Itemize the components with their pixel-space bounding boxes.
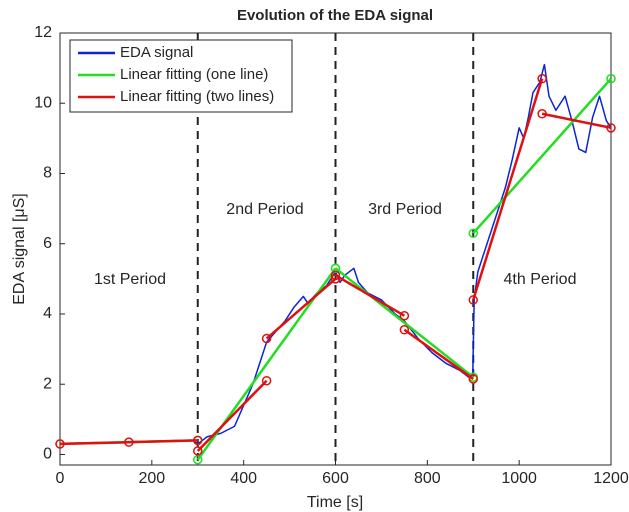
fit-point <box>330 274 341 284</box>
fit-point <box>124 437 134 447</box>
legend-label: Linear fitting (two lines) <box>120 88 274 105</box>
fit-point <box>330 263 341 274</box>
y-tick-label: 12 <box>34 24 52 41</box>
x-tick-label: 1000 <box>501 470 537 487</box>
fit-point <box>468 374 478 384</box>
fit-point <box>606 73 616 84</box>
fit-point <box>193 446 203 456</box>
fit-point <box>468 295 478 305</box>
period-label: 2nd Period <box>226 201 303 218</box>
fit-point <box>399 325 410 335</box>
x-tick-label: 400 <box>230 470 257 487</box>
legend-label: Linear fitting (one line) <box>120 66 268 83</box>
x-tick-label: 800 <box>414 470 441 487</box>
fit-point <box>55 439 65 449</box>
period-label: 3rd Period <box>368 201 442 218</box>
period-label: 4th Period <box>504 271 577 288</box>
period-label: 1st Period <box>94 271 166 288</box>
x-tick-label: 600 <box>322 470 349 487</box>
fit-point <box>193 435 203 446</box>
y-tick-label: 6 <box>43 235 52 252</box>
x-tick-label: 200 <box>138 470 165 487</box>
chart-title: Evolution of the EDA signal <box>237 7 433 24</box>
series-line <box>59 78 612 452</box>
fit-point <box>606 123 616 133</box>
fit-point <box>330 270 341 281</box>
y-tick-label: 8 <box>43 165 52 182</box>
x-tick-label: 1200 <box>593 470 629 487</box>
fit-point <box>537 73 547 84</box>
legend-label: EDA signal <box>120 44 193 61</box>
x-tick-label: 0 <box>56 470 65 487</box>
fit-point <box>399 310 410 321</box>
fit-point <box>468 228 478 238</box>
fit-point <box>193 454 203 465</box>
y-tick-label: 4 <box>43 305 52 322</box>
y-axis-label: EDA signal [μS] <box>11 193 28 305</box>
fit-point <box>261 333 272 344</box>
fit-point <box>261 375 272 386</box>
y-tick-label: 0 <box>43 446 52 463</box>
x-axis-label: Time [s] <box>307 494 363 511</box>
y-tick-label: 10 <box>34 94 52 111</box>
fit-point <box>537 109 547 119</box>
y-tick-label: 2 <box>43 375 52 392</box>
